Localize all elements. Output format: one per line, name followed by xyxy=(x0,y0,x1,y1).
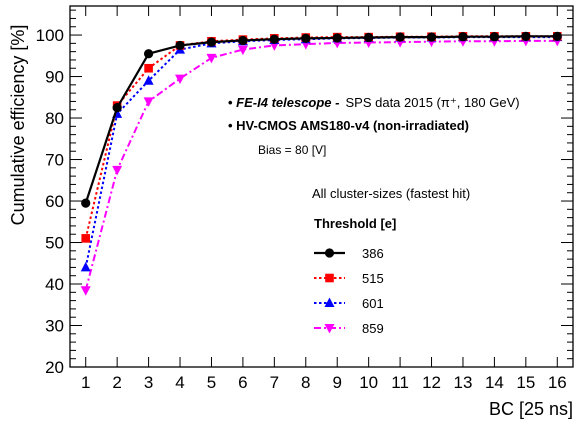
data-point-386 xyxy=(395,32,405,42)
annotation-bias: Bias = 80 [V] xyxy=(258,143,326,157)
x-tick-label: 14 xyxy=(485,373,504,392)
x-tick-label: 5 xyxy=(207,373,216,392)
data-point-386 xyxy=(112,103,122,113)
plot-frame xyxy=(69,5,574,368)
x-tick-label: 11 xyxy=(391,373,409,392)
data-point-386 xyxy=(238,35,248,46)
legend-label-386: 386 xyxy=(362,246,384,261)
data-point-386 xyxy=(143,49,154,59)
legend-marker-859 xyxy=(324,324,335,334)
series-515 xyxy=(81,31,562,243)
x-tick-label: 6 xyxy=(238,373,247,392)
x-tick-label: 13 xyxy=(454,373,473,392)
ticks: 1 2 3 4 5 6 7 8 9 10 11 12 13 14 15 1620304050607080901… xyxy=(36,6,573,392)
series xyxy=(80,31,563,296)
annotation-telescope: • FE-I4 telescope - SPS data 2015 (π⁺, 18… xyxy=(228,95,520,110)
data-point-515 xyxy=(81,234,91,243)
y-tick-label: 60 xyxy=(45,192,64,211)
x-tick-label: 1 xyxy=(81,373,90,392)
legend-label-859: 859 xyxy=(362,321,384,336)
x-tick-label: 16 xyxy=(548,373,567,392)
data-point-515 xyxy=(144,63,153,73)
series-386 xyxy=(81,31,562,208)
series-859 xyxy=(80,36,563,296)
data-point-859 xyxy=(143,97,154,107)
annotation-clusters: All cluster-sizes (fastest hit) xyxy=(312,186,470,201)
x-tick-label: 10 xyxy=(359,373,378,392)
x-tick-label: 3 xyxy=(144,373,153,392)
data-point-386 xyxy=(301,33,311,43)
x-tick-label: 2 xyxy=(112,373,121,392)
data-point-386 xyxy=(552,31,562,41)
legend-marker-515 xyxy=(325,273,334,283)
annotation-telescope-data: SPS data 2015 (π⁺, 180 GeV) xyxy=(345,95,519,110)
x-tick-label: 15 xyxy=(516,373,535,392)
data-point-859 xyxy=(237,45,248,56)
y-tick-label: 40 xyxy=(45,275,64,294)
x-tick-label: 12 xyxy=(422,373,441,392)
data-point-386 xyxy=(81,198,91,208)
legend-marker-386 xyxy=(324,248,335,258)
annotation-bullet: • xyxy=(228,95,236,110)
annotation-device: • HV-CMOS AMS180-v4 (non-irradiated) xyxy=(228,118,469,133)
data-point-386 xyxy=(332,33,342,43)
data-point-386 xyxy=(206,37,217,47)
data-point-601 xyxy=(80,261,91,272)
y-tick-label: 20 xyxy=(45,358,64,377)
x-tick-label: 8 xyxy=(301,373,310,392)
y-tick-label: 70 xyxy=(45,151,64,170)
legend: 386 515 601 859 xyxy=(314,246,384,336)
data-point-859 xyxy=(206,53,217,64)
axes xyxy=(69,5,574,368)
series-line-859 xyxy=(84,39,558,291)
annotation-telescope-name: FE-I4 telescope - xyxy=(236,95,339,110)
data-point-859 xyxy=(80,286,91,296)
y-tick-label: 30 xyxy=(45,317,64,336)
legend-marker-601 xyxy=(324,297,335,307)
data-point-386 xyxy=(426,32,437,42)
y-tick-label: 100 xyxy=(36,26,64,45)
x-tick-label: 9 xyxy=(332,373,341,392)
data-point-386 xyxy=(269,34,279,44)
data-point-386 xyxy=(364,32,374,43)
legend-label-601: 601 xyxy=(362,296,384,311)
series-line-386 xyxy=(84,35,558,204)
data-point-386 xyxy=(489,32,500,42)
data-point-601 xyxy=(143,75,154,85)
y-axis-title: Cumulative efficiency [%] xyxy=(8,25,28,226)
data-point-859 xyxy=(175,74,186,85)
legend-title: Threshold [e] xyxy=(314,216,396,231)
data-point-386 xyxy=(458,32,468,42)
data-point-386 xyxy=(175,40,185,51)
data-point-386 xyxy=(521,31,531,41)
data-point-859 xyxy=(112,165,123,176)
series-line-515 xyxy=(84,35,558,239)
x-tick-label: 4 xyxy=(175,373,184,392)
legend-label-515: 515 xyxy=(362,271,384,286)
y-tick-label: 90 xyxy=(45,68,64,87)
y-tick-label: 80 xyxy=(45,109,64,128)
x-axis-title: BC [25 ns] xyxy=(489,399,573,419)
x-tick-label: 7 xyxy=(270,373,279,392)
y-tick-label: 50 xyxy=(45,234,64,253)
